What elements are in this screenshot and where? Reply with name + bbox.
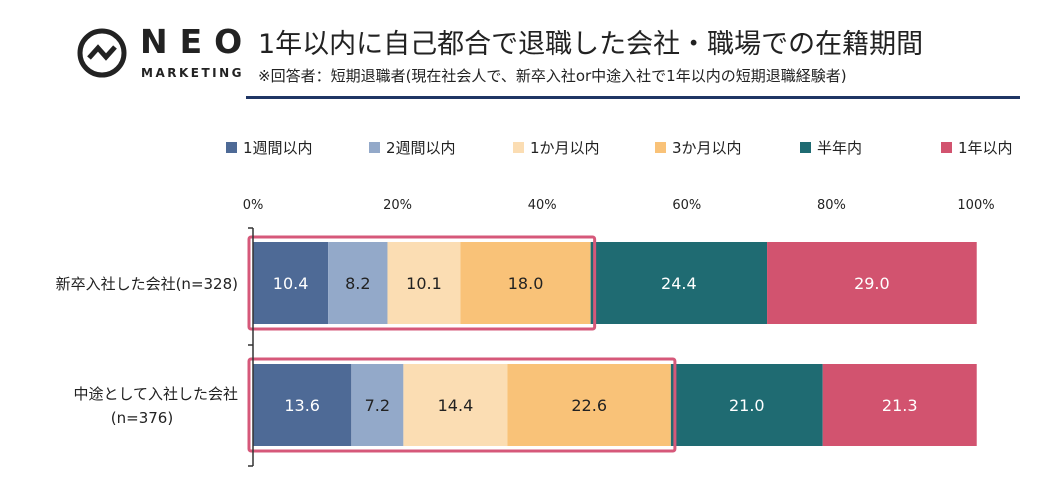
bar-segment xyxy=(328,242,388,324)
chart-title: 1年以内に自己都合で退職した会社・職場での在籍期間 xyxy=(258,29,924,60)
data-label: 24.4 xyxy=(661,274,697,293)
bar-segment xyxy=(822,364,977,446)
logo-subtext: MARKETING xyxy=(141,66,245,80)
neo-logo-icon xyxy=(77,28,127,78)
data-label: 8.2 xyxy=(345,274,370,293)
x-tick-label: 80% xyxy=(817,198,846,213)
bar-segment xyxy=(507,364,671,446)
bar-segment xyxy=(253,242,329,324)
data-label: 14.4 xyxy=(438,396,474,415)
legend-label: 1年以内 xyxy=(958,139,1013,157)
legend-label: 半年内 xyxy=(817,139,862,157)
bar-segment xyxy=(670,364,823,446)
legend-swatch xyxy=(941,142,952,153)
x-tick-label: 20% xyxy=(383,198,412,213)
data-label: 29.0 xyxy=(854,274,890,293)
legend-swatch xyxy=(226,142,237,153)
bar-segment xyxy=(351,364,404,446)
category-label: 新卒入社した会社(n=328) xyxy=(56,275,238,293)
legend-label: 3か月以内 xyxy=(672,139,742,157)
category-label: (n=376) xyxy=(111,409,173,427)
legend-swatch xyxy=(800,142,811,153)
data-label: 10.1 xyxy=(406,274,442,293)
title-underline xyxy=(246,96,1020,99)
highlight-frame xyxy=(247,357,677,453)
data-label: 22.6 xyxy=(571,396,607,415)
chart-subtitle: ※回答者：短期退職者(現在社会人で、新卒入社or中途入社で1年以内の短期退職経験… xyxy=(258,67,847,85)
logo-wordmark: NEO xyxy=(140,22,255,61)
data-label: 7.2 xyxy=(365,396,390,415)
x-tick-label: 0% xyxy=(243,198,264,213)
legend-label: 2週間以内 xyxy=(386,139,456,157)
data-label: 21.0 xyxy=(729,396,765,415)
bar-segment xyxy=(403,364,508,446)
bar-segment xyxy=(460,242,591,324)
x-tick-label: 100% xyxy=(957,198,994,213)
data-label: 18.0 xyxy=(508,274,544,293)
data-label: 10.4 xyxy=(273,274,309,293)
legend-swatch xyxy=(513,142,524,153)
legend-swatch xyxy=(369,142,380,153)
data-label: 13.6 xyxy=(284,396,320,415)
x-tick-label: 40% xyxy=(528,198,557,213)
legend-swatch xyxy=(655,142,666,153)
data-label: 21.3 xyxy=(882,396,918,415)
category-label: 中途として入社した会社 xyxy=(73,385,238,403)
bar-segment xyxy=(387,242,461,324)
highlight-frame xyxy=(247,235,597,331)
bar-segment xyxy=(590,242,768,324)
bar-segment xyxy=(253,364,352,446)
legend-label: 1週間以内 xyxy=(243,139,313,157)
legend-label: 1か月以内 xyxy=(530,139,600,157)
bar-segment xyxy=(767,242,977,324)
x-tick-label: 60% xyxy=(672,198,701,213)
